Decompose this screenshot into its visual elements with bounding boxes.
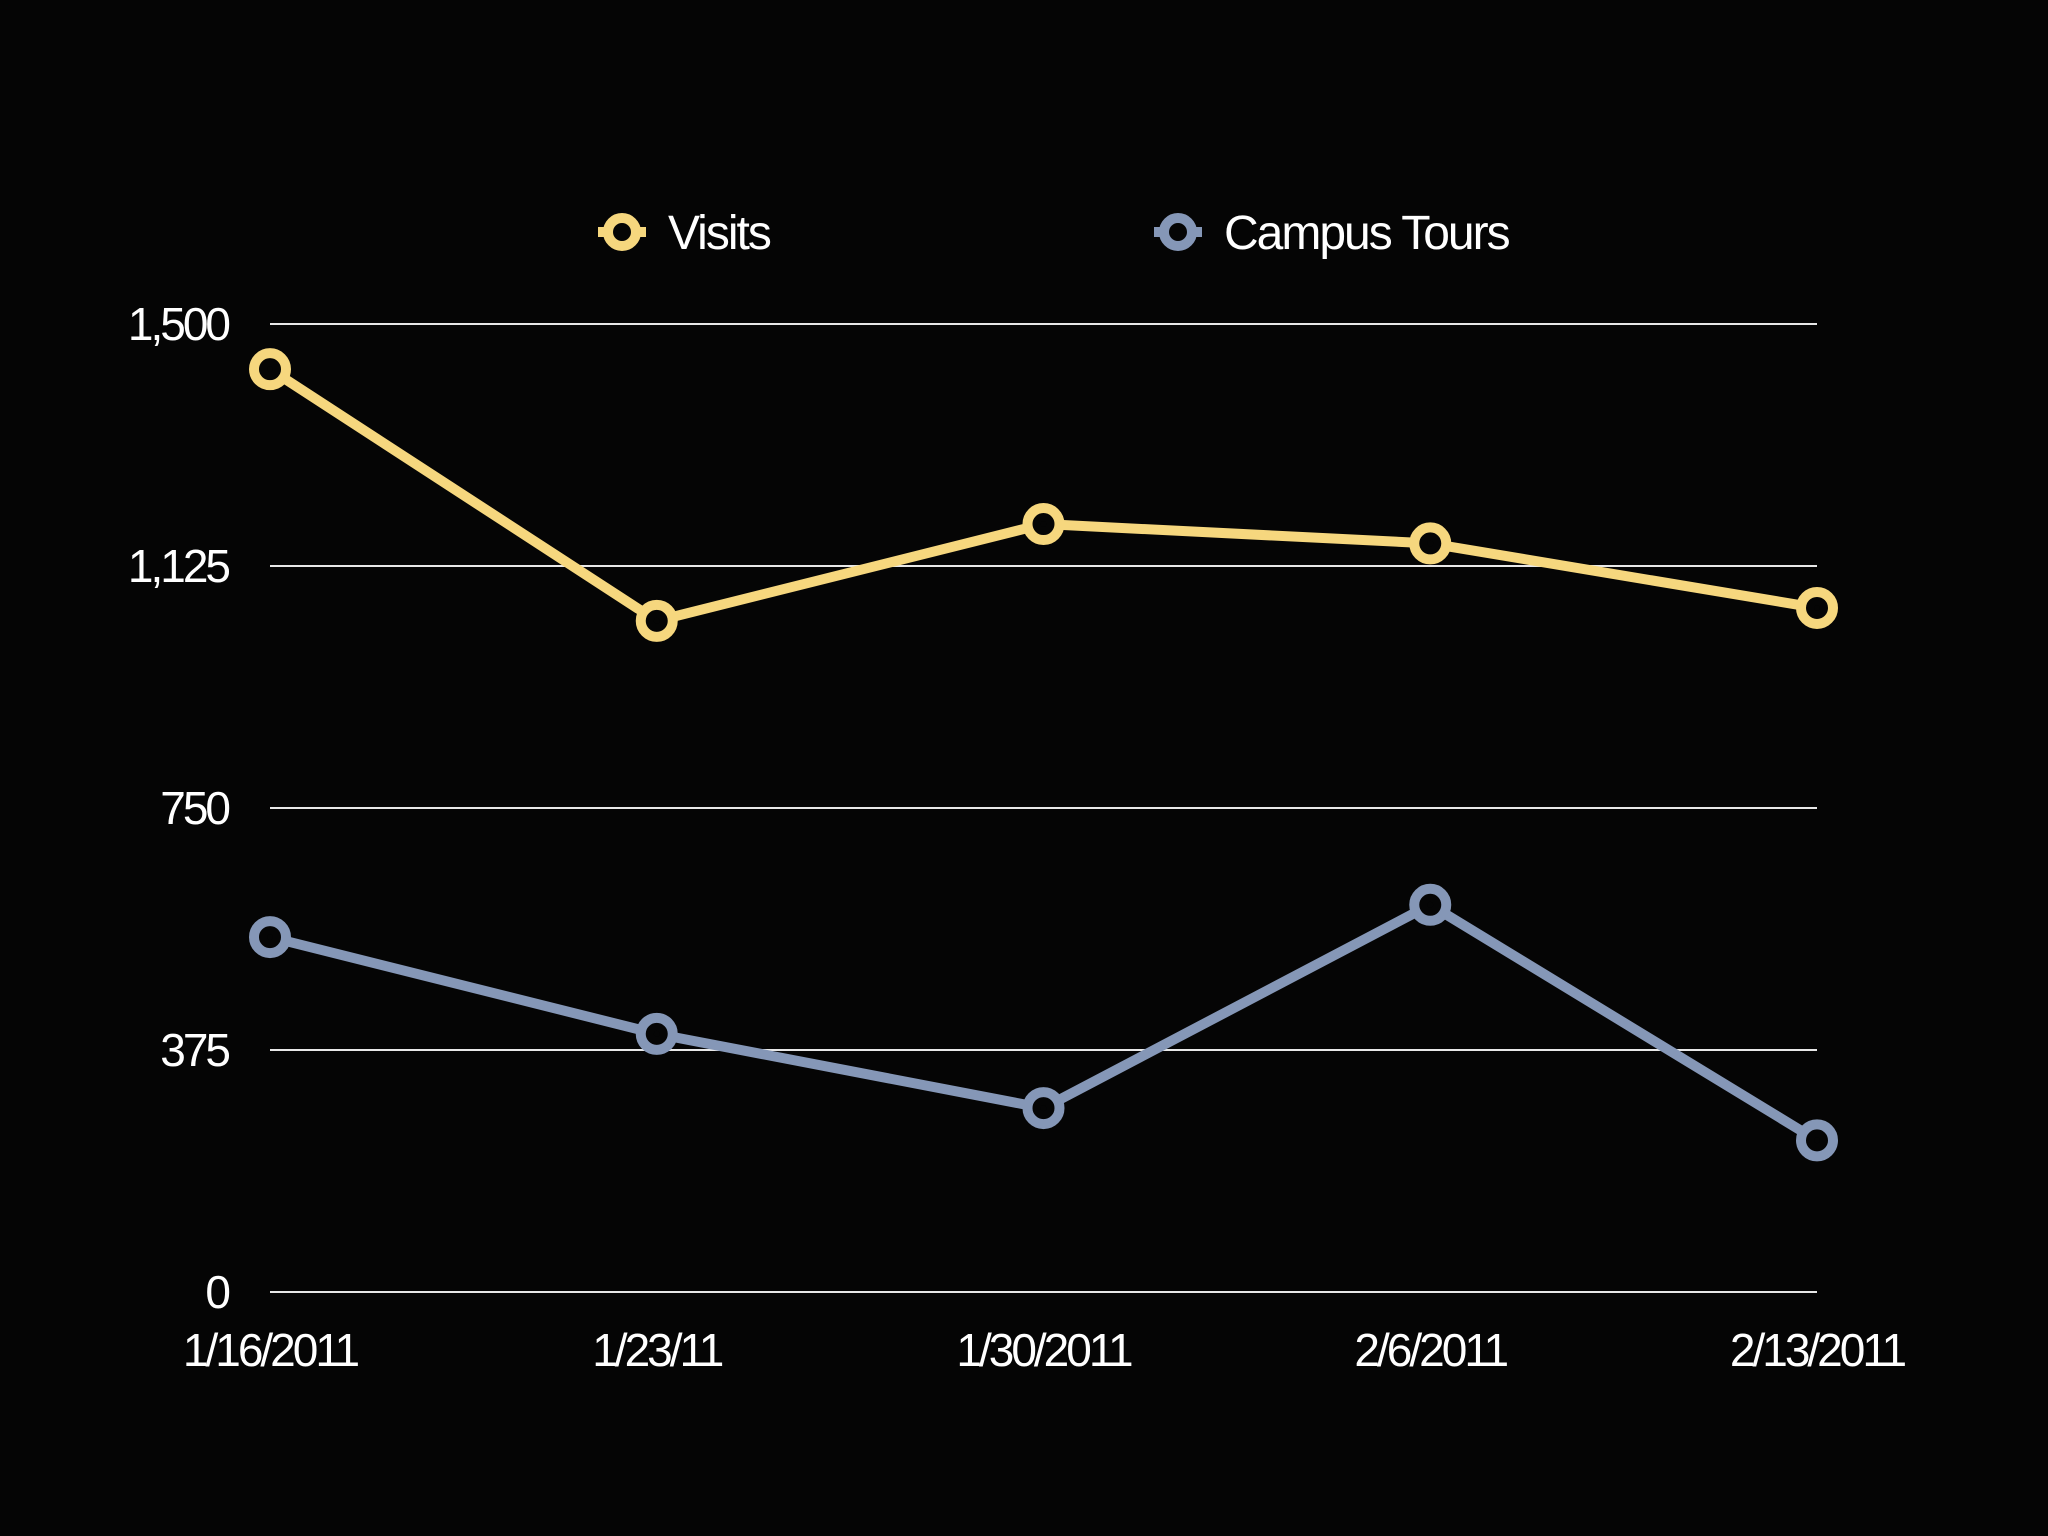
legend-label: Campus Tours <box>1224 207 1510 260</box>
legend: Visits Campus Tours <box>598 207 1512 260</box>
data-point <box>1022 503 1065 546</box>
legend-item: Campus Tours <box>1154 207 1512 260</box>
data-point-center <box>1040 521 1047 528</box>
data-point <box>1796 586 1838 629</box>
data-point <box>635 1012 678 1055</box>
x-tick-label: 2/13/2011 <box>1730 1324 1906 1376</box>
data-point-center <box>1814 1137 1820 1144</box>
series-group <box>249 348 1838 1162</box>
legend-swatch-marker <box>603 213 641 251</box>
data-point-center <box>653 617 660 624</box>
data-point-center <box>1427 540 1434 547</box>
data-point <box>635 599 678 642</box>
y-tick-label: 0 <box>205 1266 229 1318</box>
data-point-center <box>653 1030 660 1037</box>
data-point <box>249 348 291 391</box>
y-tick-label: 1,500 <box>128 298 230 350</box>
series-line <box>265 364 1822 626</box>
y-tick-label: 1,125 <box>128 540 230 592</box>
x-tick-label: 1/30/2011 <box>956 1324 1132 1376</box>
data-point <box>249 916 291 959</box>
data-point-center <box>267 934 273 941</box>
data-point <box>1796 1119 1838 1162</box>
legend-swatch-marker <box>1159 213 1197 251</box>
data-point-center <box>1427 901 1434 908</box>
data-point-center <box>1814 604 1820 611</box>
x-tick-label: 1/16/2011 <box>183 1324 359 1376</box>
x-axis: 1/16/2011 1/23/11 1/30/2011 2/6/2011 2/13/20… <box>183 1324 1909 1376</box>
data-point-center <box>1040 1105 1047 1112</box>
gridlines <box>270 323 1817 1293</box>
x-tick-label: 1/23/11 <box>592 1324 722 1376</box>
data-point <box>1409 522 1452 565</box>
y-tick-label: 750 <box>160 782 229 834</box>
data-point <box>1022 1087 1065 1130</box>
data-point-center <box>267 366 273 373</box>
legend-item: Visits <box>598 207 773 260</box>
x-tick-label: 2/6/2011 <box>1354 1324 1507 1376</box>
y-tick-label: 375 <box>160 1024 229 1076</box>
y-axis: 0 375 750 1,125 1,500 <box>128 298 233 1318</box>
legend-label: Visits <box>668 207 771 260</box>
data-point <box>1409 883 1452 926</box>
